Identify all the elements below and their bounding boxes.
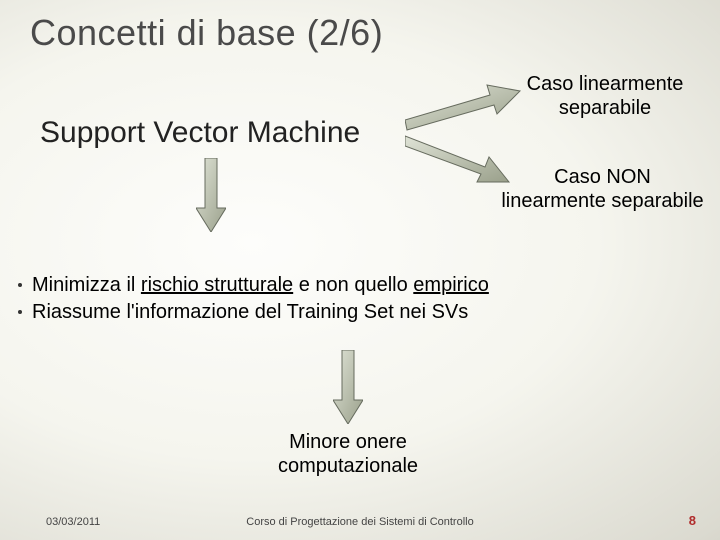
bullet-list: Minimizza il rischio strutturale e non q… (18, 272, 489, 326)
slide: Concetti di base (2/6) Support Vector Ma… (0, 0, 720, 540)
bullet-text-2: Riassume l'informazione del Training Set… (32, 299, 468, 326)
list-item: Riassume l'informazione del Training Set… (18, 299, 489, 326)
bottom-l1: Minore onere (289, 431, 407, 453)
bullet-icon (18, 283, 22, 287)
bullet-text-1: Minimizza il rischio strutturale e non q… (32, 272, 489, 299)
case-linear-l2: separabile (559, 97, 651, 119)
arrow-down-icon (333, 350, 363, 424)
case-nonlinear-l1: Caso NON (554, 166, 651, 188)
case-linear: Caso linearmente separabile (520, 72, 690, 120)
bottom-l2: computazionale (278, 455, 418, 477)
slide-title: Concetti di base (2/6) (30, 12, 383, 54)
list-item: Minimizza il rischio strutturale e non q… (18, 272, 489, 299)
slide-subtitle: Support Vector Machine (40, 116, 360, 150)
arrow-down-icon (196, 158, 226, 232)
bullet-icon (18, 310, 22, 314)
arrow-diag-up-icon (405, 82, 525, 132)
bottom-conclusion: Minore onere computazionale (248, 430, 448, 478)
case-nonlinear-l2: linearmente separabile (501, 190, 703, 212)
case-linear-l1: Caso linearmente (527, 73, 684, 95)
case-nonlinear: Caso NON linearmente separabile (495, 165, 710, 213)
footer-course: Corso di Progettazione dei Sistemi di Co… (0, 516, 720, 528)
footer-page-number: 8 (689, 513, 696, 528)
